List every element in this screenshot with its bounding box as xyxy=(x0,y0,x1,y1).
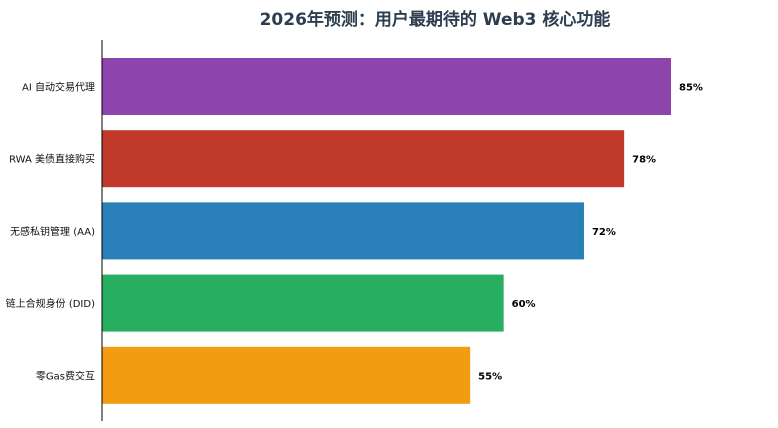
bar-4 xyxy=(102,346,471,404)
bar-3 xyxy=(102,274,504,332)
value-label-1: 78% xyxy=(632,155,656,166)
bars-layer xyxy=(102,58,671,404)
bar-1 xyxy=(102,130,625,188)
category-label-0: AI 自动交易代理 xyxy=(22,81,95,94)
value-label-2: 72% xyxy=(592,227,616,238)
labels-layer: AI 自动交易代理 85% RWA 美债直接购买 78% 无感私钥管理 (AA) 72% 链… xyxy=(6,81,703,383)
category-label-4: 零Gas费交互 xyxy=(36,369,95,382)
value-label-4: 55% xyxy=(478,371,502,382)
category-label-1: RWA 美债直接购买 xyxy=(9,153,95,166)
chart-title: 2026年预测：用户最期待的 Web3 核心功能 xyxy=(259,10,611,30)
category-label-3: 链上合规身份 (DID) xyxy=(6,297,95,310)
bar-0 xyxy=(102,58,671,115)
value-label-0: 85% xyxy=(679,83,703,94)
bar-2 xyxy=(102,202,584,260)
category-label-2: 无感私钥管理 (AA) xyxy=(10,225,95,238)
value-label-3: 60% xyxy=(512,299,536,310)
